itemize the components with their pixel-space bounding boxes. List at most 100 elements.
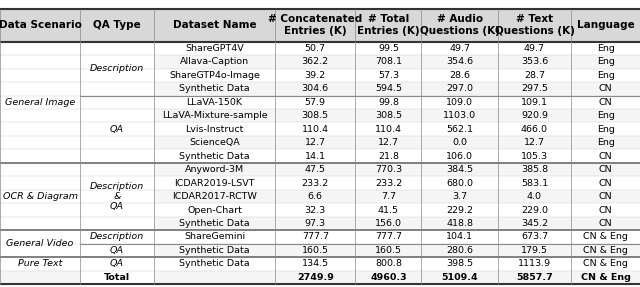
Text: CN: CN	[599, 179, 612, 188]
Text: 41.5: 41.5	[378, 205, 399, 215]
Text: Synthetic Data: Synthetic Data	[179, 84, 250, 93]
Text: 385.8: 385.8	[521, 165, 548, 174]
Text: QA Type: QA Type	[93, 20, 141, 30]
Text: 777.7: 777.7	[301, 232, 329, 241]
Text: Description: Description	[90, 232, 144, 241]
Text: 12.7: 12.7	[305, 138, 326, 147]
Text: 4960.3: 4960.3	[370, 273, 407, 282]
Text: LLaVA-Mixture-sample: LLaVA-Mixture-sample	[162, 111, 268, 120]
Text: 156.0: 156.0	[375, 219, 402, 228]
Bar	[0, 82, 640, 96]
Text: 562.1: 562.1	[446, 125, 473, 134]
Text: ShareGemini: ShareGemini	[184, 232, 245, 241]
Text: 110.4: 110.4	[301, 125, 329, 134]
Bar	[0, 9, 640, 42]
Text: LLaVA-150K: LLaVA-150K	[186, 98, 243, 107]
Text: 49.7: 49.7	[524, 44, 545, 53]
Bar	[0, 109, 640, 123]
Text: 57.9: 57.9	[305, 98, 326, 107]
Text: 304.6: 304.6	[301, 84, 329, 93]
Text: 1113.9: 1113.9	[518, 259, 551, 268]
Text: 99.5: 99.5	[378, 44, 399, 53]
Text: ScienceQA: ScienceQA	[189, 138, 240, 147]
Text: 28.7: 28.7	[524, 71, 545, 80]
Text: 280.6: 280.6	[446, 246, 473, 255]
Text: 109.1: 109.1	[521, 98, 548, 107]
Text: Allava-Caption: Allava-Caption	[180, 57, 249, 66]
Bar	[0, 42, 81, 163]
Text: Eng: Eng	[596, 71, 614, 80]
Text: Eng: Eng	[596, 57, 614, 66]
Bar	[0, 150, 640, 163]
Text: # Concatenated
Entries (K): # Concatenated Entries (K)	[268, 14, 362, 36]
Text: 362.2: 362.2	[301, 57, 329, 66]
Text: 777.7: 777.7	[375, 232, 402, 241]
Text: Pure Text: Pure Text	[18, 259, 62, 268]
Text: Eng: Eng	[596, 138, 614, 147]
Text: QA: QA	[110, 125, 124, 134]
Text: 297.5: 297.5	[521, 84, 548, 93]
Text: CN: CN	[599, 192, 612, 201]
Bar	[0, 96, 640, 109]
Text: 160.5: 160.5	[375, 246, 402, 255]
Bar	[81, 163, 154, 230]
Text: Open-Chart: Open-Chart	[187, 205, 242, 215]
Text: 920.9: 920.9	[521, 111, 548, 120]
Text: Description: Description	[90, 64, 144, 73]
Bar	[81, 244, 154, 257]
Text: 97.3: 97.3	[305, 219, 326, 228]
Text: CN: CN	[599, 205, 612, 215]
Text: Anyword-3M: Anyword-3M	[185, 165, 244, 174]
Text: Description
&
QA: Description & QA	[90, 182, 144, 212]
Bar	[0, 55, 640, 69]
Text: CN & Eng: CN & Eng	[583, 232, 628, 241]
Text: 21.8: 21.8	[378, 152, 399, 161]
Text: 2749.9: 2749.9	[297, 273, 333, 282]
Text: CN: CN	[599, 219, 612, 228]
Text: 233.2: 233.2	[301, 179, 329, 188]
Text: 229.2: 229.2	[446, 205, 473, 215]
Text: 233.2: 233.2	[375, 179, 402, 188]
Text: 4.0: 4.0	[527, 192, 542, 201]
Text: 50.7: 50.7	[305, 44, 326, 53]
Text: 104.1: 104.1	[446, 232, 473, 241]
Text: Lvis-Instruct: Lvis-Instruct	[186, 125, 244, 134]
Bar	[81, 230, 154, 244]
Text: CN: CN	[599, 165, 612, 174]
Text: 5857.7: 5857.7	[516, 273, 553, 282]
Text: CN & Eng: CN & Eng	[583, 246, 628, 255]
Text: 14.1: 14.1	[305, 152, 326, 161]
Bar	[81, 257, 154, 271]
Bar	[0, 69, 640, 82]
Bar	[0, 42, 640, 55]
Text: ShareGPT4V: ShareGPT4V	[185, 44, 244, 53]
Bar	[81, 96, 154, 163]
Bar	[81, 271, 154, 284]
Text: 800.8: 800.8	[375, 259, 402, 268]
Text: Dataset Name: Dataset Name	[173, 20, 256, 30]
Text: 308.5: 308.5	[301, 111, 329, 120]
Text: 770.3: 770.3	[375, 165, 402, 174]
Text: 109.0: 109.0	[446, 98, 473, 107]
Text: # Audio
Questions (K): # Audio Questions (K)	[420, 14, 499, 36]
Text: 39.2: 39.2	[305, 71, 326, 80]
Text: 708.1: 708.1	[375, 57, 402, 66]
Text: # Total
Entries (K): # Total Entries (K)	[357, 14, 420, 36]
Text: 110.4: 110.4	[375, 125, 402, 134]
Text: Eng: Eng	[596, 44, 614, 53]
Text: 134.5: 134.5	[301, 259, 329, 268]
Text: CN: CN	[599, 84, 612, 93]
Text: 160.5: 160.5	[301, 246, 329, 255]
Bar	[0, 177, 640, 190]
Bar	[0, 190, 640, 203]
Text: Synthetic Data: Synthetic Data	[179, 219, 250, 228]
Text: Eng: Eng	[596, 125, 614, 134]
Bar	[0, 217, 640, 230]
Text: 594.5: 594.5	[375, 84, 402, 93]
Text: QA: QA	[110, 246, 124, 255]
Bar	[0, 271, 640, 284]
Text: CN: CN	[599, 98, 612, 107]
Text: 179.5: 179.5	[521, 246, 548, 255]
Text: 49.7: 49.7	[449, 44, 470, 53]
Text: 297.0: 297.0	[446, 84, 473, 93]
